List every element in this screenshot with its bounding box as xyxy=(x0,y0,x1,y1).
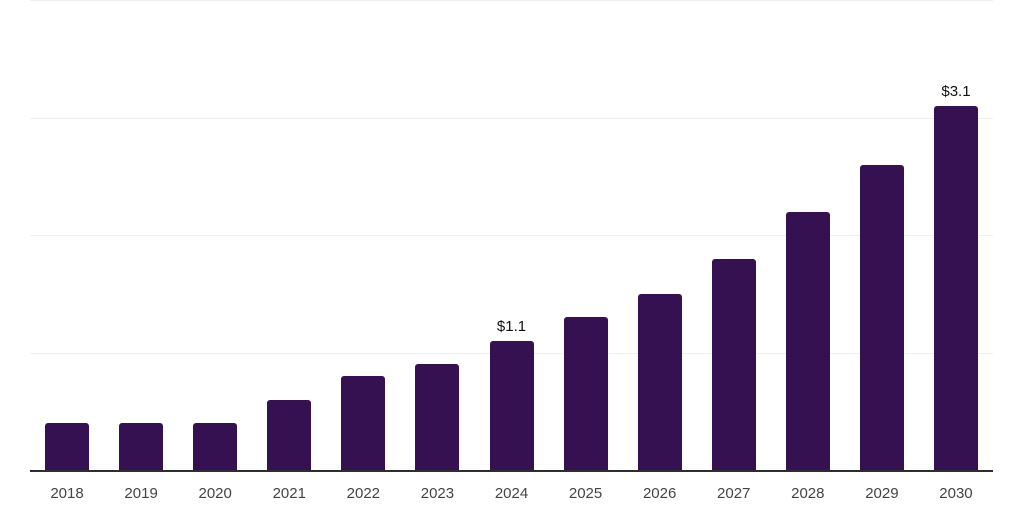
x-tick-label-2028: 2028 xyxy=(791,485,825,502)
x-tick-label-2024: 2024 xyxy=(494,485,529,502)
x-tick-label-2019: 2019 xyxy=(124,485,158,502)
x-tick-label-2020: 2020 xyxy=(198,485,232,502)
bar-2022 xyxy=(341,376,386,470)
bar-2020 xyxy=(193,423,238,470)
bar-2027 xyxy=(711,258,756,470)
gridline-4 xyxy=(30,0,993,1)
x-tick-label-2021: 2021 xyxy=(272,485,306,502)
bar-2024 xyxy=(489,340,534,470)
x-tick-label-2026: 2026 xyxy=(642,485,677,502)
x-tick-label-2023: 2023 xyxy=(420,485,455,502)
bar-2025 xyxy=(563,317,608,470)
x-tick-label-2018: 2018 xyxy=(50,485,84,502)
bar-2019 xyxy=(119,423,164,470)
bar-2026 xyxy=(637,293,682,470)
bar-2018 xyxy=(45,423,90,470)
gridline-2 xyxy=(30,235,993,236)
bar-2030 xyxy=(933,105,978,470)
x-tick-label-2029: 2029 xyxy=(865,485,899,502)
bar-2029 xyxy=(859,164,904,470)
x-axis: 2018 2019 2020 2021 2022 2023 2024 2025 2026 2027… xyxy=(30,485,993,505)
x-tick-label-2027: 2027 xyxy=(717,485,751,502)
x-tick-label-2022: 2022 xyxy=(346,485,381,502)
bar-2021 xyxy=(267,399,312,470)
x-axis-line xyxy=(30,470,993,472)
bar-2028 xyxy=(785,211,830,470)
x-tick-label-2025: 2025 xyxy=(568,485,603,502)
bar-value-label-2024: $1.1 xyxy=(496,317,527,335)
bar-value-label-2030: $3.1 xyxy=(941,82,971,100)
x-tick-label-2030: 2030 xyxy=(939,485,973,502)
plot-area: $1.1 $3.1 xyxy=(30,0,993,472)
gridline-3 xyxy=(30,117,993,119)
bar-2023 xyxy=(415,364,460,470)
